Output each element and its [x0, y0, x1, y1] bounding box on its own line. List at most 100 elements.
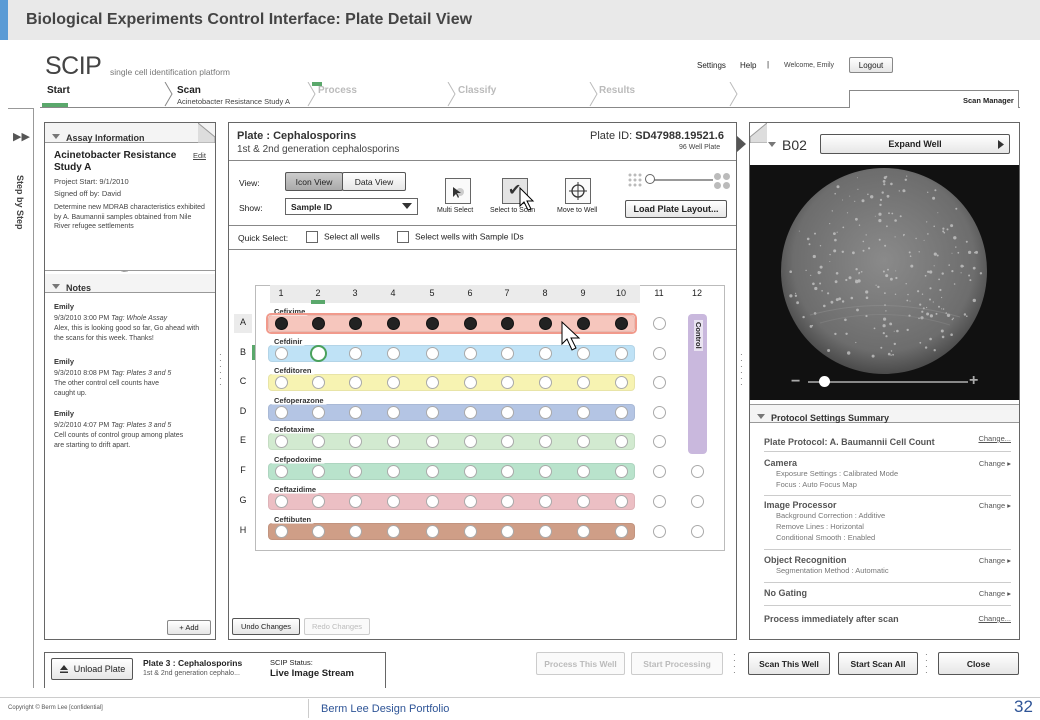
left-splitter-grip-icon[interactable]: · · · · · · — [219, 350, 222, 389]
well-F7[interactable] — [501, 465, 514, 478]
well-E1[interactable] — [275, 435, 288, 448]
scan-manager-tab[interactable] — [849, 90, 1019, 108]
assay-header[interactable] — [45, 123, 215, 143]
well-H11[interactable] — [653, 525, 666, 538]
panel-splitter[interactable] — [45, 270, 215, 274]
well-C7[interactable] — [501, 376, 514, 389]
row-label[interactable]: D — [239, 406, 247, 416]
assay-edit-link[interactable]: Edit — [193, 151, 206, 160]
well-D7[interactable] — [501, 406, 514, 419]
change-link[interactable]: Change... — [978, 614, 1011, 623]
row-label[interactable]: B — [239, 347, 246, 357]
step-classify[interactable]: Classify — [458, 85, 497, 96]
step-process[interactable]: Process — [318, 85, 357, 96]
well-C3[interactable] — [349, 376, 362, 389]
well-D9[interactable] — [577, 406, 590, 419]
well-G6[interactable] — [464, 495, 477, 508]
plate-zoom-slider[interactable] — [648, 179, 713, 181]
row-label[interactable]: E — [239, 435, 246, 445]
step-scan[interactable]: Scan — [177, 85, 201, 96]
well-B10[interactable] — [615, 347, 628, 360]
well-C1[interactable] — [275, 376, 288, 389]
well-A10[interactable] — [615, 317, 628, 330]
well-F2[interactable] — [312, 465, 325, 478]
well-H1[interactable] — [275, 525, 288, 538]
well-A11[interactable] — [653, 317, 666, 330]
zoom-out-grid-icon[interactable] — [627, 172, 643, 188]
settings-link[interactable]: Settings — [697, 61, 726, 70]
well-F10[interactable] — [615, 465, 628, 478]
select-sample-wells-option[interactable]: Select wells with Sample IDs — [397, 231, 524, 243]
well-A1[interactable] — [275, 317, 288, 330]
well-G10[interactable] — [615, 495, 628, 508]
well-G5[interactable] — [426, 495, 439, 508]
scan-this-well-button[interactable]: Scan This Well — [748, 652, 830, 675]
select-all-wells-option[interactable]: Select all wells — [306, 231, 380, 243]
row-label[interactable]: G — [239, 495, 247, 505]
well-E3[interactable] — [349, 435, 362, 448]
well-A7[interactable] — [501, 317, 514, 330]
row-label[interactable]: A — [239, 317, 246, 327]
well-A5[interactable] — [426, 317, 439, 330]
well-H10[interactable] — [615, 525, 628, 538]
well-E5[interactable] — [426, 435, 439, 448]
well-A4[interactable] — [387, 317, 400, 330]
checkbox[interactable] — [306, 231, 318, 243]
well-A3[interactable] — [349, 317, 362, 330]
data-view-button[interactable]: Data View — [342, 172, 406, 191]
well-H5[interactable] — [426, 525, 439, 538]
plate-zoom-handle[interactable] — [645, 174, 655, 184]
well-H4[interactable] — [387, 525, 400, 538]
well-zoom-handle[interactable] — [819, 376, 830, 387]
well-A8[interactable] — [539, 317, 552, 330]
well-E10[interactable] — [615, 435, 628, 448]
column-label[interactable]: 12 — [691, 288, 702, 298]
well-E6[interactable] — [464, 435, 477, 448]
well-B9[interactable] — [577, 347, 590, 360]
column-label[interactable]: 6 — [467, 288, 473, 298]
well-G11[interactable] — [653, 495, 666, 508]
start-processing-button[interactable]: Start Processing — [631, 652, 723, 675]
well-H6[interactable] — [464, 525, 477, 538]
well-zoom-slider[interactable] — [808, 381, 968, 383]
unload-plate-button[interactable]: Unload Plate — [51, 658, 133, 680]
close-button[interactable]: Close — [938, 652, 1019, 675]
well-D2[interactable] — [312, 406, 325, 419]
well-G2[interactable] — [312, 495, 325, 508]
zoom-in-icon[interactable]: + — [969, 372, 979, 389]
change-link[interactable]: Change ▸ — [978, 556, 1011, 565]
well-D5[interactable] — [426, 406, 439, 419]
well-F9[interactable] — [577, 465, 590, 478]
well-D8[interactable] — [539, 406, 552, 419]
well-D6[interactable] — [464, 406, 477, 419]
column-label[interactable]: 9 — [580, 288, 586, 298]
well-G3[interactable] — [349, 495, 362, 508]
row-label[interactable]: F — [240, 465, 246, 475]
well-F5[interactable] — [426, 465, 439, 478]
well-D3[interactable] — [349, 406, 362, 419]
well-G4[interactable] — [387, 495, 400, 508]
row-label[interactable]: C — [239, 376, 247, 386]
column-label[interactable]: 10 — [615, 288, 626, 298]
well-H8[interactable] — [539, 525, 552, 538]
well-A6[interactable] — [464, 317, 477, 330]
process-this-well-button[interactable]: Process This Well — [536, 652, 625, 675]
well-F6[interactable] — [464, 465, 477, 478]
column-label[interactable]: 1 — [278, 288, 284, 298]
well-H2[interactable] — [312, 525, 325, 538]
well-B1[interactable] — [275, 347, 288, 360]
start-scan-all-button[interactable]: Start Scan All — [838, 652, 918, 675]
zoom-in-grid-icon[interactable] — [713, 172, 731, 190]
column-label[interactable]: 8 — [542, 288, 548, 298]
step-start[interactable]: Start — [47, 85, 70, 96]
well-G1[interactable] — [275, 495, 288, 508]
well-F4[interactable] — [387, 465, 400, 478]
well-B11[interactable] — [653, 347, 666, 360]
well-A2[interactable] — [312, 317, 325, 330]
change-link[interactable]: Change ▸ — [978, 589, 1011, 598]
well-A9[interactable] — [577, 317, 590, 330]
well-D10[interactable] — [615, 406, 628, 419]
well-F12[interactable] — [691, 465, 704, 478]
well-B5[interactable] — [426, 347, 439, 360]
notes-header[interactable] — [45, 274, 215, 293]
